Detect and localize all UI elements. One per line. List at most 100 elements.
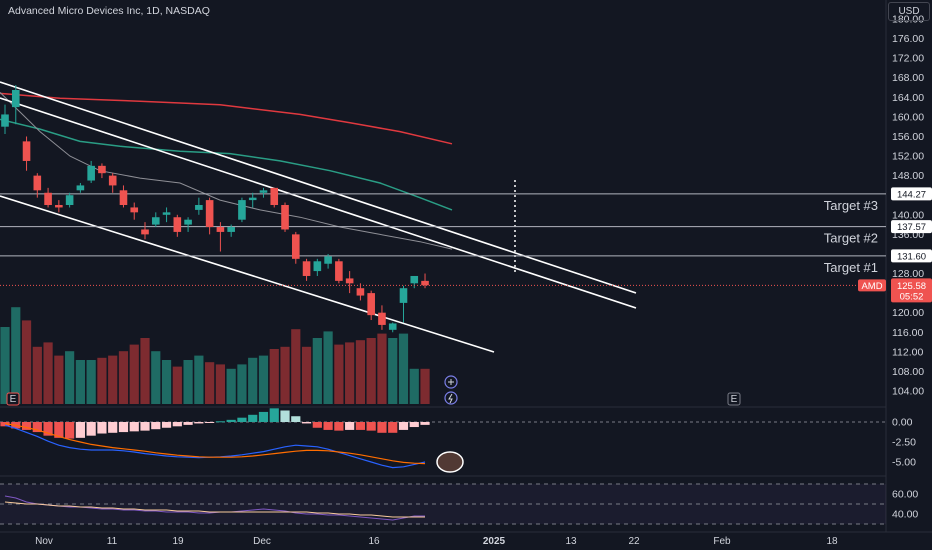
target-tag-box <box>891 249 932 263</box>
volume-bar <box>205 362 215 404</box>
candle-body <box>367 293 375 316</box>
price-tick-label: 152.00 <box>892 151 924 163</box>
macd-histogram-bar <box>291 416 301 422</box>
macd-histogram-bar <box>366 422 376 431</box>
volume-bar <box>161 360 172 404</box>
candle-body <box>11 89 20 108</box>
macd-histogram-bar <box>54 422 64 438</box>
macd-histogram-bar <box>280 410 290 422</box>
volume-bar <box>194 355 204 404</box>
target-label-1: Target #1 <box>824 260 878 275</box>
candle-body <box>356 288 365 296</box>
macd-histogram-bar <box>388 422 398 433</box>
macd-histogram-bar <box>345 422 355 430</box>
candle-body <box>313 261 322 272</box>
macd-histogram-bar <box>140 422 150 431</box>
volume-bar <box>355 340 366 404</box>
macd-histogram-bar <box>226 419 236 422</box>
ma200-line <box>0 92 453 145</box>
macd-histogram-bar <box>161 422 172 428</box>
target-price-tag: 137.57 <box>891 220 932 234</box>
volume-bar <box>32 346 42 404</box>
target-tag-box <box>891 220 932 234</box>
candle-body <box>270 187 279 205</box>
candle-body <box>76 185 85 191</box>
x-tick-label: Dec <box>253 536 271 547</box>
lightning-icon <box>448 393 453 404</box>
target-tag-text: 131.60 <box>897 251 926 262</box>
macd-histogram-bar <box>97 422 107 434</box>
alert-button[interactable] <box>444 391 458 405</box>
volume-bar <box>388 338 398 404</box>
rsi-ma-line <box>4 501 425 518</box>
price-tick-label: 128.00 <box>892 268 924 280</box>
macd-histogram-bar <box>86 422 96 436</box>
add-plus-button[interactable] <box>444 375 458 389</box>
candle-body <box>378 312 386 325</box>
macd-histogram-bar <box>108 422 118 433</box>
volume-bar <box>323 331 333 404</box>
candle-body <box>130 207 139 213</box>
volume-bar <box>334 344 344 404</box>
price-tick-label: 168.00 <box>892 72 924 84</box>
macd-histogram-bar <box>118 422 129 433</box>
volume-bar <box>183 360 193 404</box>
earnings-badge-box <box>6 392 20 406</box>
candle-body <box>44 192 52 205</box>
volume-bar <box>54 355 64 404</box>
candle-body <box>281 205 289 230</box>
candle-body <box>248 197 257 201</box>
volume-bar <box>301 346 312 404</box>
price-tag-text: 125.58 <box>897 281 926 292</box>
volume-bar <box>215 364 225 404</box>
volume-bar <box>11 307 21 404</box>
symbol-tag-text: AMD <box>861 281 882 292</box>
channel-line <box>0 81 637 294</box>
earnings-badge[interactable]: E <box>727 392 741 406</box>
price-tick-label: 112.00 <box>892 346 923 358</box>
macd-histogram-bar <box>301 422 312 424</box>
volume-bar <box>420 368 430 404</box>
price-tick-label: 164.00 <box>892 92 924 104</box>
macd-histogram-bar <box>75 422 85 438</box>
volume-bar <box>172 366 182 404</box>
volume-bar <box>291 329 301 404</box>
volume-bar <box>151 351 161 404</box>
volume-bar <box>140 338 150 404</box>
price-tag-box <box>891 278 932 303</box>
currency-selector[interactable]: USD <box>888 2 930 21</box>
candle-body <box>33 175 42 191</box>
chart-title: Advanced Micro Devices Inc, 1D, NASDAQ <box>8 5 210 17</box>
earnings-badge[interactable]: E <box>6 392 20 406</box>
target-tag-box <box>891 187 932 201</box>
macd-histogram-bar <box>237 417 247 422</box>
price-tick-label: 104.00 <box>892 386 924 398</box>
candle-body <box>98 165 106 174</box>
channel-line <box>0 195 495 353</box>
earnings-badge-box <box>727 392 741 406</box>
macd-histogram-bar <box>215 421 225 423</box>
target-price-tag: 131.60 <box>891 249 932 263</box>
candle-body <box>173 217 182 232</box>
candle-body <box>302 261 311 276</box>
macd-histogram-bar <box>194 422 204 424</box>
ma20-line <box>0 92 453 250</box>
price-tick-label: 120.00 <box>892 307 924 319</box>
candle-body <box>421 280 429 286</box>
macd-histogram-bar <box>355 422 366 430</box>
rsi-tick-label: 40.00 <box>892 509 918 521</box>
volume-bar <box>248 357 258 404</box>
macd-histogram-bar <box>398 422 409 430</box>
x-tick-label: 2025 <box>483 536 506 547</box>
candle-body <box>55 205 63 208</box>
volume-bar <box>258 355 269 404</box>
target-tag-text: 144.27 <box>897 189 926 200</box>
macd-cross-highlight <box>436 451 464 473</box>
price-tick-label: 116.00 <box>892 327 923 339</box>
candle-body <box>335 261 343 281</box>
candle-body <box>65 195 74 205</box>
candle-body <box>141 229 149 235</box>
macd-histogram-bar <box>151 422 161 430</box>
